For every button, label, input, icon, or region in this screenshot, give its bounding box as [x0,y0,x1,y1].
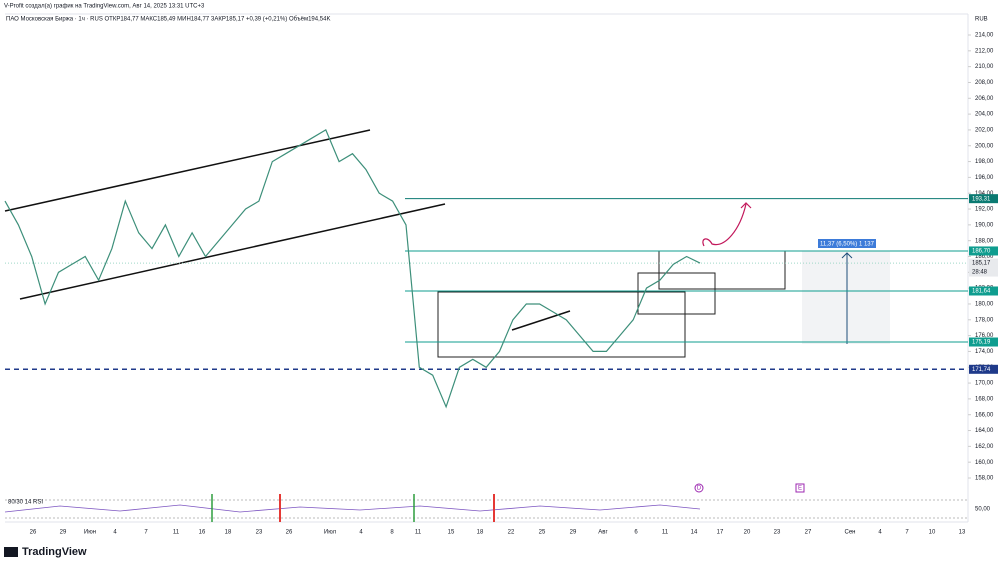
countdown: 28:48 [972,270,988,276]
price-tag-label: 171,74 [972,367,991,373]
date-label: Июл [324,530,337,536]
date-label: 10 [929,530,936,536]
date-label: 7 [144,530,148,536]
date-label: 6 [634,530,638,536]
legend-line: ПАО Московская Биржа · 1ч · RUS ОТКР184,… [6,17,330,23]
price-tick-label: 198,00 [975,159,994,165]
logo-mark [4,547,18,557]
price-tag-label: 185,17 [972,261,991,267]
price-tick-label: 194,00 [975,191,994,197]
price-tag-label: 186,70 [972,249,991,255]
price-tick-label: 214,00 [975,33,994,39]
price-tick-label: 186,00 [975,254,994,260]
price-tick-label: 206,00 [975,96,994,102]
date-label: 29 [570,530,577,536]
arrow-head [740,202,752,209]
price-tag-label: 181,64 [972,289,991,295]
date-label: 4 [113,530,117,536]
date-label: 23 [256,530,263,536]
price-tick-label: 178,00 [975,317,994,323]
price-tick-label: 210,00 [975,64,994,70]
range-box [437,291,686,358]
date-label: Июн [84,530,96,536]
date-label: 26 [30,530,37,536]
date-label: Сен [845,530,856,536]
badge[interactable] [694,483,704,493]
measure-label: 11,37 (6,50%) 1 137 [820,242,875,248]
date-label: 26 [286,530,293,536]
date-label: 11 [662,530,669,536]
trend-line [511,310,571,331]
price-tick-label: 202,00 [975,128,994,134]
rsi-line [4,504,701,513]
date-label: 7 [905,530,909,536]
date-label: 4 [359,530,363,536]
author-line: V-Profit создал(а) график на TradingView… [4,4,205,10]
range-box [637,272,716,315]
date-label: 22 [508,530,515,536]
date-label: 25 [539,530,546,536]
logo: TradingView [22,546,87,558]
date-label: 23 [774,530,781,536]
measure-box [802,251,890,344]
price-tick-label: 180,00 [975,302,994,308]
price-tick-label: 188,00 [975,238,994,244]
price-tick-label: 162,00 [975,444,994,450]
price-tick-label: 200,00 [975,143,994,149]
date-label: 17 [717,530,724,536]
rsi-label: 80/30 14 RSI [8,500,43,506]
date-label: 29 [60,530,67,536]
price-line [4,129,701,409]
arrow-head [841,252,853,259]
date-label: 18 [477,530,484,536]
price-tag [969,337,998,347]
price-tick-label: 190,00 [975,222,994,228]
date-label: Авг [598,530,608,536]
price-tick-label: 196,00 [975,175,994,181]
price-tick-label: 174,00 [975,349,994,355]
date-label: 11 [173,530,180,536]
price-tick-label: 208,00 [975,80,994,86]
date-label: 16 [199,530,206,536]
date-label: 14 [691,530,698,536]
rsi-tick-label: 50,00 [975,507,991,513]
price-tag-label: 193,31 [972,196,991,202]
price-tick-label: 164,00 [975,428,994,434]
date-label: 20 [744,530,751,536]
price-tag [969,246,998,256]
price-tag-label: 175,19 [972,340,991,346]
price-tag [969,364,998,374]
badge[interactable] [795,483,805,493]
price-tag [969,258,998,277]
forecast-arrow [702,203,747,247]
date-label: 4 [878,530,882,536]
price-tick-label: 176,00 [975,333,994,339]
price-tick-label: 170,00 [975,381,994,387]
date-label: 13 [959,530,966,536]
price-tick-label: 204,00 [975,112,994,118]
price-tick-label: 160,00 [975,460,994,466]
badge-label: D [697,486,702,492]
date-label: 11 [415,530,422,536]
measure-label-bg [818,239,876,248]
price-tag [969,286,998,296]
badge-label: E [798,486,802,492]
price-tick-label: 166,00 [975,412,994,418]
price-tick-label: 168,00 [975,396,994,402]
price-tick-label: 158,00 [975,476,994,482]
date-label: 18 [225,530,232,536]
date-label: 8 [390,530,394,536]
channel-bottom [19,203,446,300]
price-tick-label: 192,00 [975,207,994,213]
price-tag [969,194,998,204]
date-label: 15 [448,530,455,536]
currency: RUB [975,17,988,23]
channel-top [4,129,371,212]
date-label: 27 [805,530,812,536]
price-tick-label: 212,00 [975,48,994,54]
